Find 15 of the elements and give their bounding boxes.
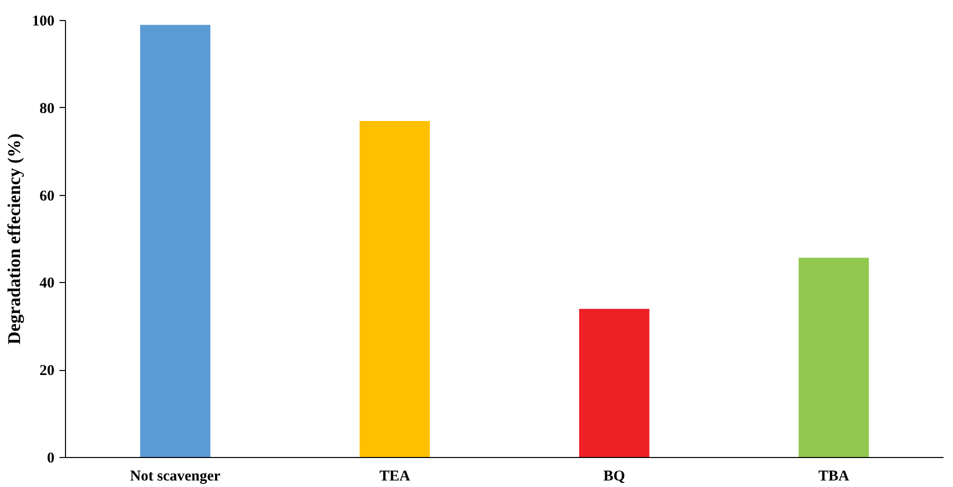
bar — [140, 24, 210, 458]
bar — [360, 121, 430, 458]
bar — [798, 258, 869, 458]
x-tick-label: BQ — [603, 468, 626, 484]
bar — [579, 308, 650, 458]
y-tick-label: 40 — [40, 276, 54, 292]
y-tick-label: 0 — [47, 450, 54, 466]
y-tick-label: 100 — [32, 14, 54, 30]
y-tick-label: 20 — [40, 363, 54, 380]
y-tick-label: 60 — [40, 188, 54, 204]
x-tick-label: Not scavenger — [130, 468, 221, 484]
y-axis-title: Degradation effeciency (%) — [4, 134, 24, 344]
x-tick-label: TBA — [818, 468, 850, 484]
y-tick-label: 80 — [40, 100, 54, 117]
x-tick-label: TEA — [379, 468, 410, 484]
